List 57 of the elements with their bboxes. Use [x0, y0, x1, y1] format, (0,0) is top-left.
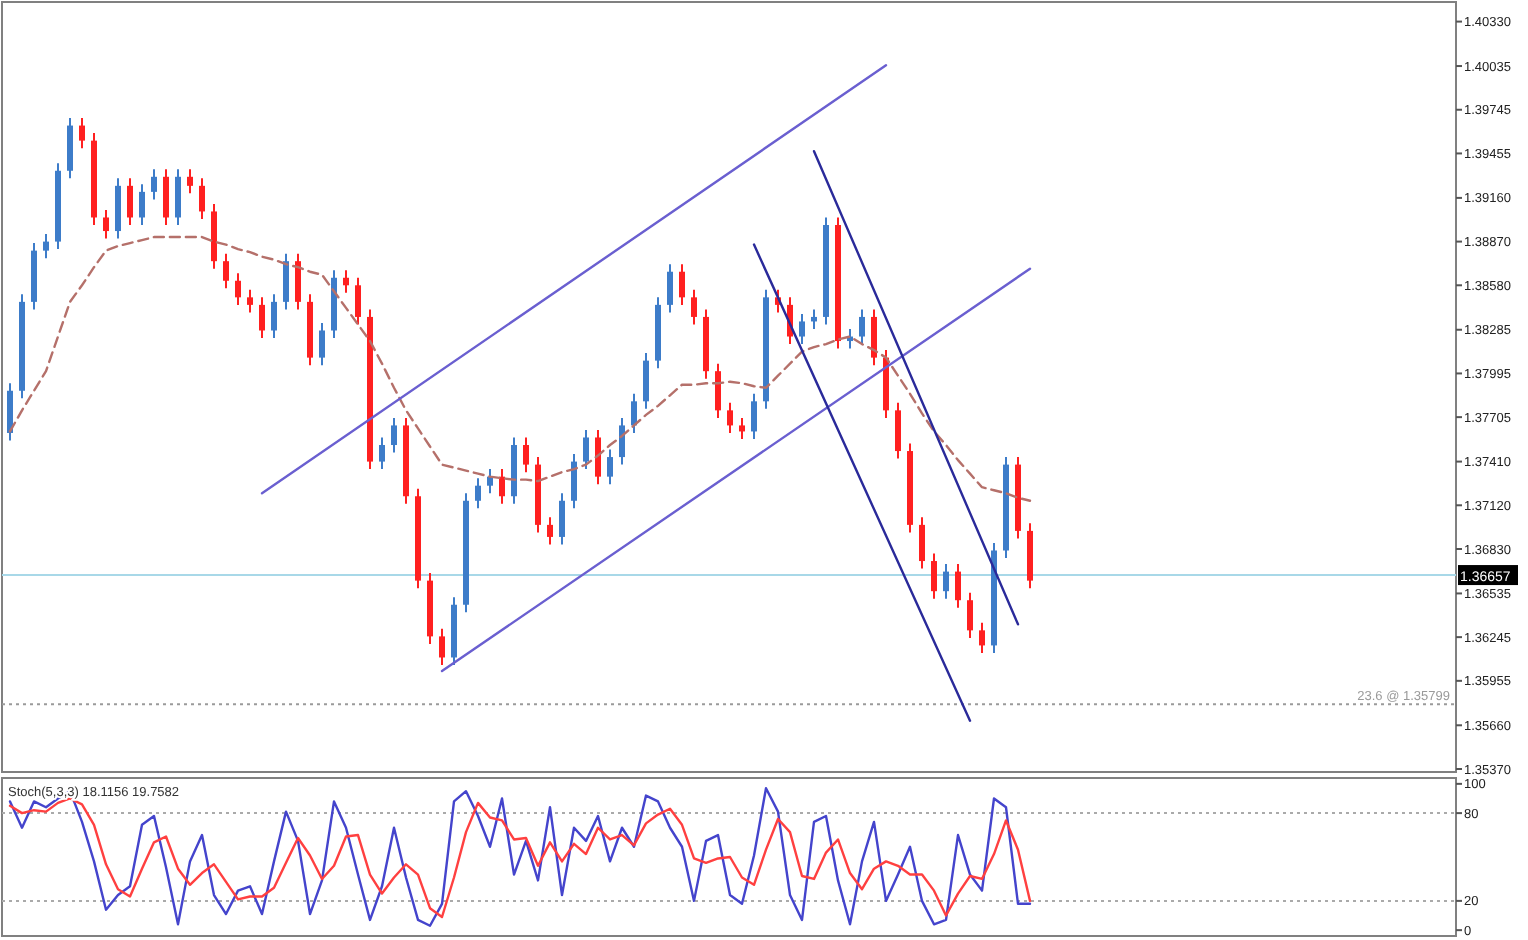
candlestick [127, 177, 133, 227]
candlestick [859, 308, 865, 346]
candlestick [115, 177, 121, 240]
candlestick [559, 492, 565, 546]
candlestick [475, 477, 481, 510]
candlestick [235, 272, 241, 306]
candlestick [571, 453, 577, 510]
line-series [8, 235, 1032, 502]
candlestick [259, 296, 265, 340]
candlestick [223, 252, 229, 290]
candlestick [955, 563, 961, 609]
candlestick [895, 401, 901, 460]
candlestick [691, 288, 697, 326]
candlestick [595, 428, 601, 486]
candlestick [499, 468, 505, 505]
candlestick [679, 263, 685, 306]
candlestick [967, 591, 973, 639]
candlestick [583, 428, 589, 471]
candlestick [151, 168, 157, 201]
candlestick [163, 168, 169, 227]
candlestick [943, 563, 949, 600]
candlestick [619, 416, 625, 466]
candlestick [487, 468, 493, 495]
candlestick [547, 516, 553, 546]
candlestick [919, 516, 925, 570]
candlestick [43, 233, 49, 260]
candlestick [175, 168, 181, 227]
candlestick [79, 117, 85, 150]
candlestick [631, 392, 637, 434]
candlestick [103, 208, 109, 240]
candlestick [343, 269, 349, 294]
candlestick [739, 416, 745, 440]
candlestick [355, 276, 361, 326]
candlestick [871, 308, 877, 367]
candlestick [247, 288, 253, 314]
candlestick [379, 436, 385, 471]
candlestick [67, 117, 73, 180]
candlestick [187, 168, 193, 195]
candlestick [7, 382, 13, 442]
candlestick [799, 312, 805, 346]
candlestick [979, 621, 985, 654]
candlestick [667, 263, 673, 314]
candlestick [607, 448, 613, 486]
candlestick [751, 392, 757, 440]
candlestick [727, 401, 733, 434]
candlestick [523, 436, 529, 474]
candlestick [643, 352, 649, 410]
candlestick [391, 416, 397, 454]
candlestick [283, 252, 289, 311]
candlestick [271, 293, 277, 340]
candlestick [295, 252, 301, 311]
candlestick [715, 362, 721, 419]
candlestick [439, 627, 445, 667]
candlestick [139, 183, 145, 227]
candlestick [319, 321, 325, 367]
candlestick [931, 552, 937, 600]
candlestick [199, 177, 205, 220]
